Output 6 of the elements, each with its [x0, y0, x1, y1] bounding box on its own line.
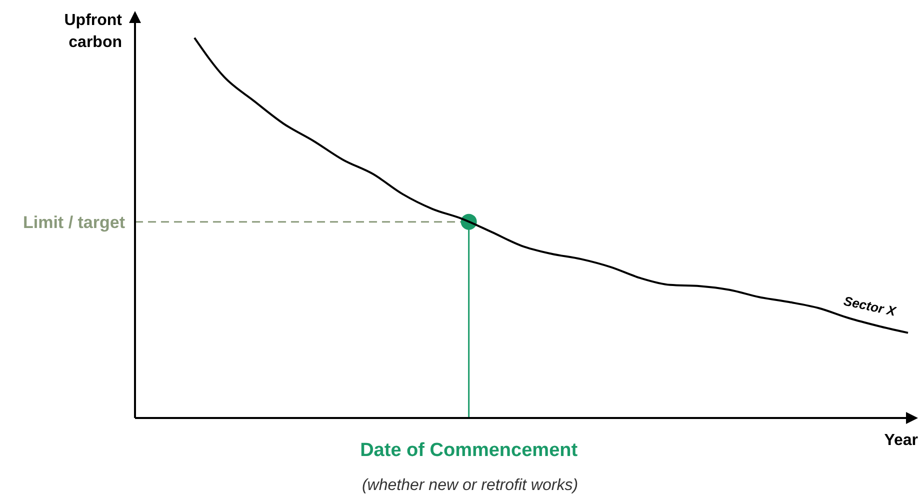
y-axis-title: Upfront carbon — [63, 11, 122, 53]
annotation: Date of Commencement — [360, 440, 578, 461]
text: (whether new or retrofit works) — [362, 477, 578, 494]
ref-line-label: Limit / target — [22, 212, 126, 232]
x-axis-title: Year — [884, 432, 918, 449]
text: Sector X — [842, 293, 898, 320]
